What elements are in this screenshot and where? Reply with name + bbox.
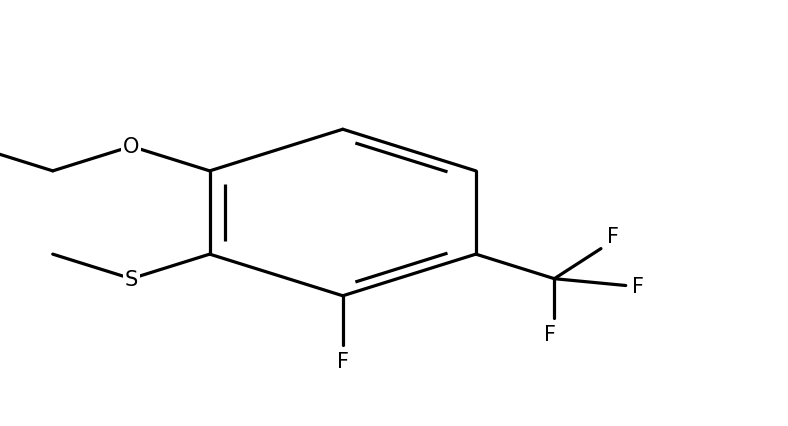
Text: F: F bbox=[608, 227, 619, 247]
Text: O: O bbox=[123, 137, 139, 157]
Text: F: F bbox=[545, 324, 556, 344]
Text: F: F bbox=[632, 277, 644, 296]
Text: S: S bbox=[125, 269, 138, 289]
Text: F: F bbox=[336, 351, 349, 371]
